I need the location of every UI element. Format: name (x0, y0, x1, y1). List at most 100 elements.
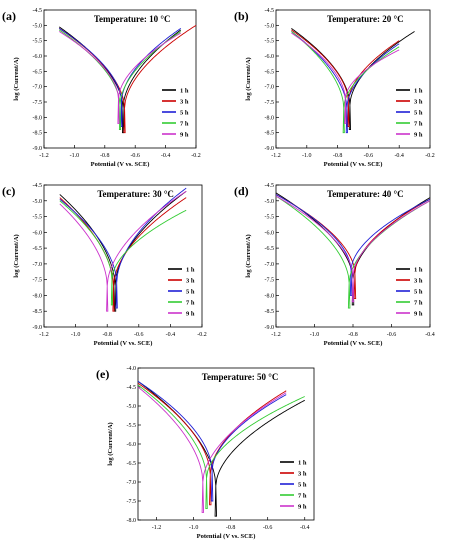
x-tick-label: -0.4 (161, 153, 171, 159)
legend-entry: 3 h (186, 278, 195, 285)
y-tick-label: -6.5 (265, 69, 275, 75)
series-line (137, 380, 305, 517)
x-tick-label: -0.8 (333, 153, 343, 159)
legend-entry: 1 h (298, 460, 307, 467)
legend-entry: 1 h (180, 88, 189, 95)
series-line (291, 31, 400, 134)
x-tick-label: -1.2 (271, 332, 281, 338)
series-line (137, 384, 305, 510)
x-tick-label: -1.2 (39, 332, 49, 338)
x-tick-label: -1.0 (71, 332, 81, 338)
y-tick-label: -7.0 (33, 262, 43, 268)
x-tick-label: -0.8 (348, 332, 358, 338)
x-tick-label: -1.2 (271, 153, 281, 159)
series-line (59, 187, 187, 309)
y-axis-label: log (Current/A) (13, 234, 20, 277)
x-tick-label: -1.0 (70, 153, 80, 159)
x-tick-label: -1.0 (310, 332, 320, 338)
x-axis-label: Potential (V vs. SCE) (94, 340, 153, 347)
legend-entry: 5 h (298, 482, 307, 489)
y-tick-label: -8.0 (127, 518, 137, 524)
legend-entry: 5 h (186, 289, 195, 296)
chart-panel: (c) -1.2 -1.0 -0.8 -0.6 -0.4 -0.2 -9.0 -8.5 -8.0 -… (2, 183, 207, 347)
y-tick-label: -6.0 (33, 230, 43, 236)
series-line (275, 194, 431, 296)
chart-title: Temperature: 40 °C (327, 189, 404, 199)
y-tick-label: -6.5 (127, 461, 137, 467)
legend-entry: 3 h (180, 99, 189, 106)
y-tick-label: -9.0 (265, 146, 275, 152)
x-tick-label: -1.2 (152, 525, 162, 531)
series-line (59, 197, 187, 312)
y-tick-label: -8.5 (33, 131, 43, 137)
y-tick-label: -5.0 (127, 404, 137, 410)
plot-frame (43, 184, 203, 328)
y-tick-label: -5.0 (33, 199, 43, 205)
y-tick-label: -8.5 (265, 131, 275, 137)
y-tick-label: -4.5 (265, 8, 275, 14)
y-tick-label: -8.0 (33, 293, 43, 299)
y-tick-label: -7.5 (33, 100, 43, 106)
panel-label: (d) (234, 184, 249, 198)
y-tick-label: -5.0 (33, 23, 43, 29)
y-tick-label: -8.0 (265, 293, 275, 299)
x-tick-label: -0.4 (425, 332, 435, 338)
legend-entry: 1 h (186, 267, 195, 274)
panel-label: (a) (2, 9, 16, 23)
x-tick-label: -0.6 (134, 332, 144, 338)
panel-label: (c) (2, 184, 15, 198)
y-tick-label: -5.5 (265, 39, 275, 45)
series-line (137, 386, 287, 513)
legend-entry: 9 h (414, 311, 423, 318)
legend-entry: 5 h (180, 110, 189, 117)
legend-entry: 3 h (298, 471, 307, 478)
series-line (291, 31, 400, 134)
legend-entry: 9 h (298, 504, 307, 511)
y-tick-label: -7.0 (265, 85, 275, 91)
y-tick-label: -7.5 (265, 100, 275, 106)
x-axis-label: Potential (V vs. SCE) (324, 340, 383, 347)
x-tick-label: -0.6 (263, 525, 273, 531)
x-tick-label: -0.4 (166, 332, 176, 338)
chart-title: Temperature: 50 °C (202, 372, 279, 382)
x-tick-label: -0.8 (102, 332, 112, 338)
chart-panel: (a) -1.2 -1.0 -0.8 -0.6 -0.4 -0.2 -9.0 -8.5 -8.0 -… (2, 8, 201, 168)
legend-entry: 1 h (414, 267, 423, 274)
y-tick-label: -8.0 (265, 115, 275, 121)
y-tick-label: -6.0 (265, 230, 275, 236)
y-tick-label: -7.5 (265, 278, 275, 284)
y-tick-label: -6.5 (33, 69, 43, 75)
y-tick-label: -7.5 (127, 499, 137, 505)
y-tick-label: -6.5 (33, 246, 43, 252)
legend-entry: 9 h (186, 311, 195, 318)
series-line (137, 380, 287, 502)
chart-panel: (d) -1.2 -1.0 -0.8 -0.6 -0.4 -9.0 -8.5 -8.0 -7.5 -… (234, 183, 435, 347)
plot-frame (43, 9, 197, 149)
series-line (58, 31, 182, 124)
y-axis-label: log (Current/A) (107, 422, 114, 465)
series-line (291, 32, 400, 124)
y-tick-label: -5.5 (127, 423, 137, 429)
y-tick-label: -4.5 (265, 183, 275, 189)
y-tick-label: -5.5 (33, 39, 43, 45)
x-axis-label: Potential (V vs. SCE) (324, 161, 383, 168)
x-tick-label: -0.2 (425, 153, 435, 159)
legend-entry: 5 h (414, 289, 423, 296)
x-tick-label: -1.0 (302, 153, 312, 159)
series-line (59, 190, 187, 312)
y-tick-label: -4.5 (33, 8, 43, 14)
legend-entry: 5 h (414, 110, 423, 117)
chart-panel: (e) -1.2 -1.0 -0.8 -0.6 -0.4 -8.0 -7.5 -7.0 -6.5 -… (96, 366, 315, 540)
plot-frame (275, 9, 431, 149)
x-tick-label: -0.8 (226, 525, 236, 531)
x-tick-label: -1.2 (39, 153, 49, 159)
x-tick-label: -0.8 (100, 153, 110, 159)
x-tick-label: -0.6 (387, 332, 397, 338)
chart-title: Temperature: 30 °C (97, 189, 174, 199)
x-axis-label: Potential (V vs. SCE) (91, 161, 150, 168)
legend-entry: 7 h (414, 121, 423, 128)
series-line (137, 382, 287, 506)
y-tick-label: -7.0 (265, 262, 275, 268)
y-tick-label: -5.0 (265, 23, 275, 29)
